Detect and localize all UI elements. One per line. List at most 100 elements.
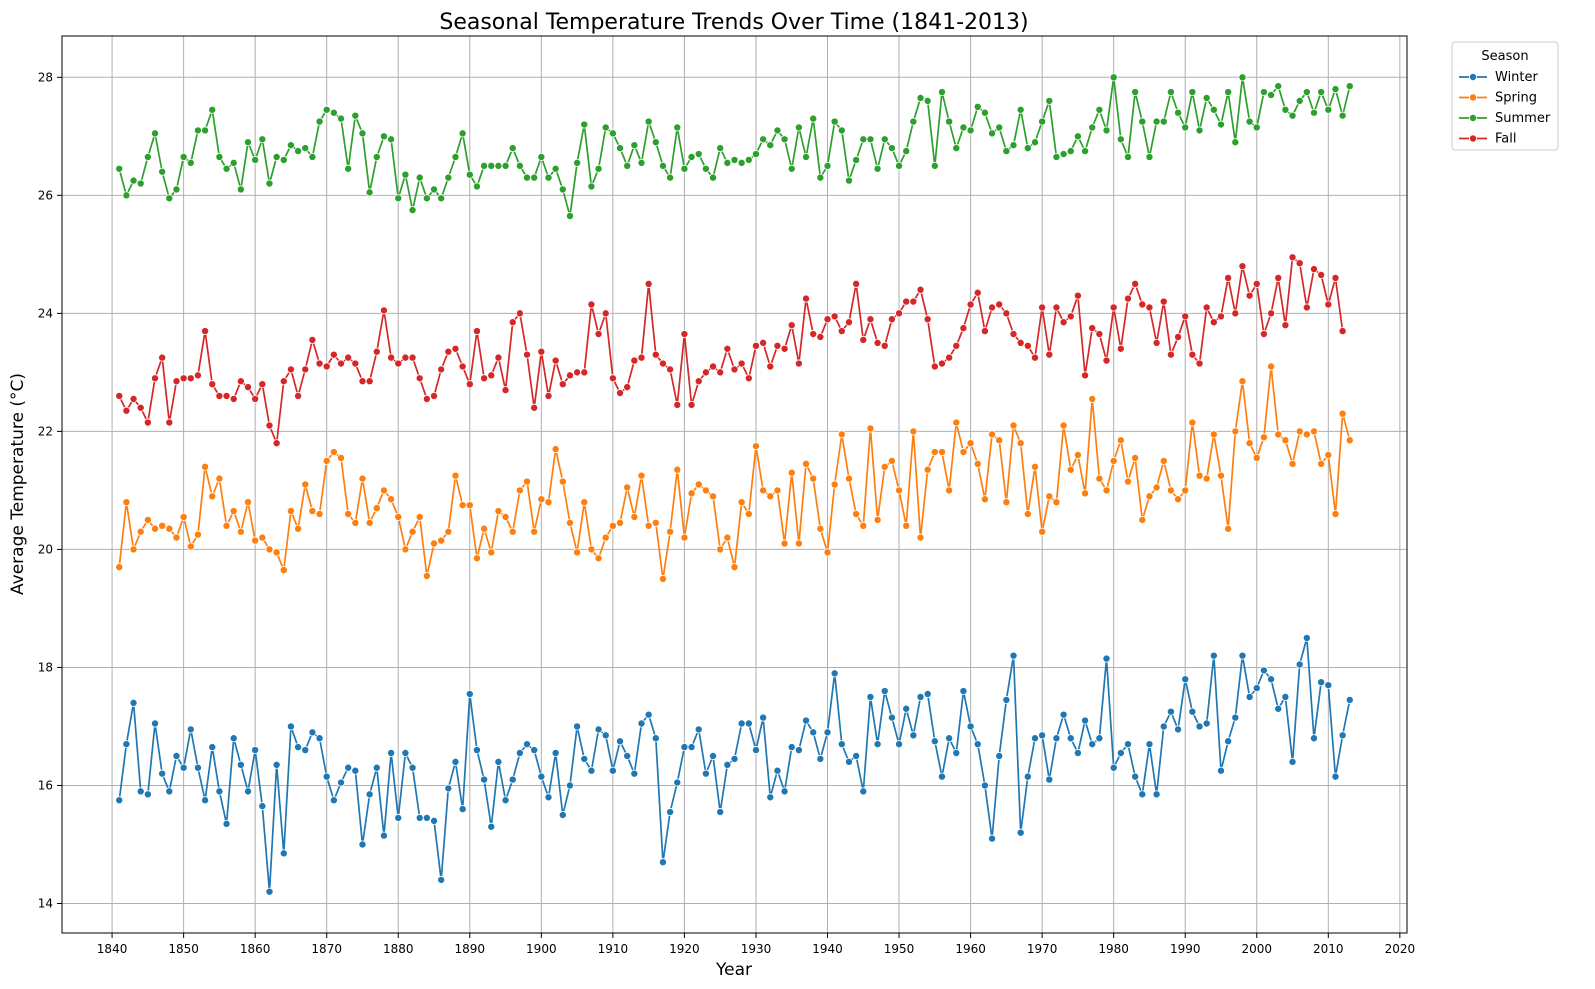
data-point-summer bbox=[937, 88, 946, 97]
data-point-spring bbox=[1345, 436, 1354, 445]
data-point-summer bbox=[344, 164, 353, 173]
data-point-spring bbox=[1252, 453, 1261, 462]
data-point-fall bbox=[730, 365, 739, 374]
data-point-fall bbox=[973, 288, 982, 297]
data-point-summer bbox=[902, 147, 911, 156]
data-point-summer bbox=[1216, 120, 1225, 129]
data-point-winter bbox=[952, 749, 961, 758]
data-point-fall bbox=[537, 347, 546, 356]
data-point-summer bbox=[1066, 147, 1075, 156]
data-point-summer bbox=[723, 158, 732, 167]
data-point-winter bbox=[1102, 654, 1111, 663]
data-point-fall bbox=[115, 391, 124, 400]
data-point-spring bbox=[129, 545, 138, 554]
data-point-fall bbox=[959, 324, 968, 333]
data-point-spring bbox=[151, 524, 160, 533]
data-point-spring bbox=[787, 468, 796, 477]
x-tick-label: 1850 bbox=[168, 942, 199, 956]
data-point-fall bbox=[988, 303, 997, 312]
data-point-winter bbox=[737, 719, 746, 728]
data-point-winter bbox=[995, 751, 1004, 760]
legend-label-summer: Summer bbox=[1495, 111, 1551, 126]
data-point-winter bbox=[372, 763, 381, 772]
data-point-summer bbox=[1324, 105, 1333, 114]
data-point-winter bbox=[1166, 707, 1175, 716]
data-point-spring bbox=[1224, 524, 1233, 533]
data-point-winter bbox=[1116, 749, 1125, 758]
data-point-spring bbox=[1081, 489, 1090, 498]
data-point-fall bbox=[902, 297, 911, 306]
data-point-fall bbox=[687, 400, 696, 409]
data-point-winter bbox=[716, 808, 725, 817]
data-point-fall bbox=[1224, 273, 1233, 282]
data-point-winter bbox=[1174, 725, 1183, 734]
y-tick-label: 24 bbox=[38, 306, 53, 320]
data-point-fall bbox=[558, 380, 567, 389]
x-tick-label: 1960 bbox=[955, 942, 986, 956]
data-point-summer bbox=[909, 117, 918, 126]
data-point-winter bbox=[480, 775, 489, 784]
data-point-spring bbox=[837, 430, 846, 439]
data-point-summer bbox=[1345, 82, 1354, 91]
data-point-winter bbox=[501, 796, 510, 805]
data-point-spring bbox=[859, 521, 868, 530]
data-point-spring bbox=[751, 442, 760, 451]
data-point-summer bbox=[558, 185, 567, 194]
data-point-summer bbox=[1123, 152, 1132, 161]
data-point-fall bbox=[601, 309, 610, 318]
data-point-spring bbox=[1059, 421, 1068, 430]
data-point-spring bbox=[966, 439, 975, 448]
data-point-winter bbox=[115, 796, 124, 805]
data-point-winter bbox=[930, 737, 939, 746]
data-point-winter bbox=[244, 787, 253, 796]
data-point-summer bbox=[666, 173, 675, 182]
data-point-winter bbox=[723, 760, 732, 769]
data-point-fall bbox=[1145, 303, 1154, 312]
data-point-summer bbox=[193, 126, 202, 135]
data-point-summer bbox=[866, 135, 875, 144]
data-point-fall bbox=[186, 374, 195, 383]
data-point-spring bbox=[1202, 474, 1211, 483]
data-point-spring bbox=[215, 474, 224, 483]
data-point-spring bbox=[744, 510, 753, 519]
data-point-fall bbox=[823, 315, 832, 324]
data-point-spring bbox=[172, 533, 181, 542]
data-point-winter bbox=[794, 746, 803, 755]
data-point-spring bbox=[694, 480, 703, 489]
data-point-summer bbox=[351, 111, 360, 120]
data-point-spring bbox=[809, 474, 818, 483]
data-point-fall bbox=[215, 391, 224, 400]
y-tick-label: 20 bbox=[38, 542, 53, 556]
series-points-summer bbox=[115, 73, 1354, 220]
data-point-summer bbox=[136, 179, 145, 188]
data-point-spring bbox=[501, 512, 510, 521]
data-point-fall bbox=[523, 350, 532, 359]
data-point-fall bbox=[873, 338, 882, 347]
data-point-spring bbox=[1267, 362, 1276, 371]
data-point-spring bbox=[1023, 510, 1032, 519]
data-point-spring bbox=[1066, 465, 1075, 474]
data-point-spring bbox=[143, 515, 152, 524]
data-point-summer bbox=[959, 123, 968, 132]
data-point-summer bbox=[165, 194, 174, 203]
data-point-summer bbox=[1166, 88, 1175, 97]
data-point-fall bbox=[1216, 312, 1225, 321]
data-point-winter bbox=[1081, 716, 1090, 725]
data-point-spring bbox=[988, 430, 997, 439]
data-point-fall bbox=[422, 394, 431, 403]
legend-title: Season bbox=[1481, 49, 1528, 64]
data-point-winter bbox=[916, 692, 925, 701]
data-point-winter bbox=[401, 749, 410, 758]
data-point-spring bbox=[408, 527, 417, 536]
data-point-summer bbox=[523, 173, 532, 182]
data-point-fall bbox=[494, 353, 503, 362]
data-point-spring bbox=[122, 498, 131, 507]
data-point-winter bbox=[1095, 734, 1104, 743]
data-point-summer bbox=[837, 126, 846, 135]
data-point-winter bbox=[1288, 757, 1297, 766]
data-point-winter bbox=[1231, 713, 1240, 722]
data-point-winter bbox=[658, 858, 667, 867]
data-point-spring bbox=[601, 533, 610, 542]
